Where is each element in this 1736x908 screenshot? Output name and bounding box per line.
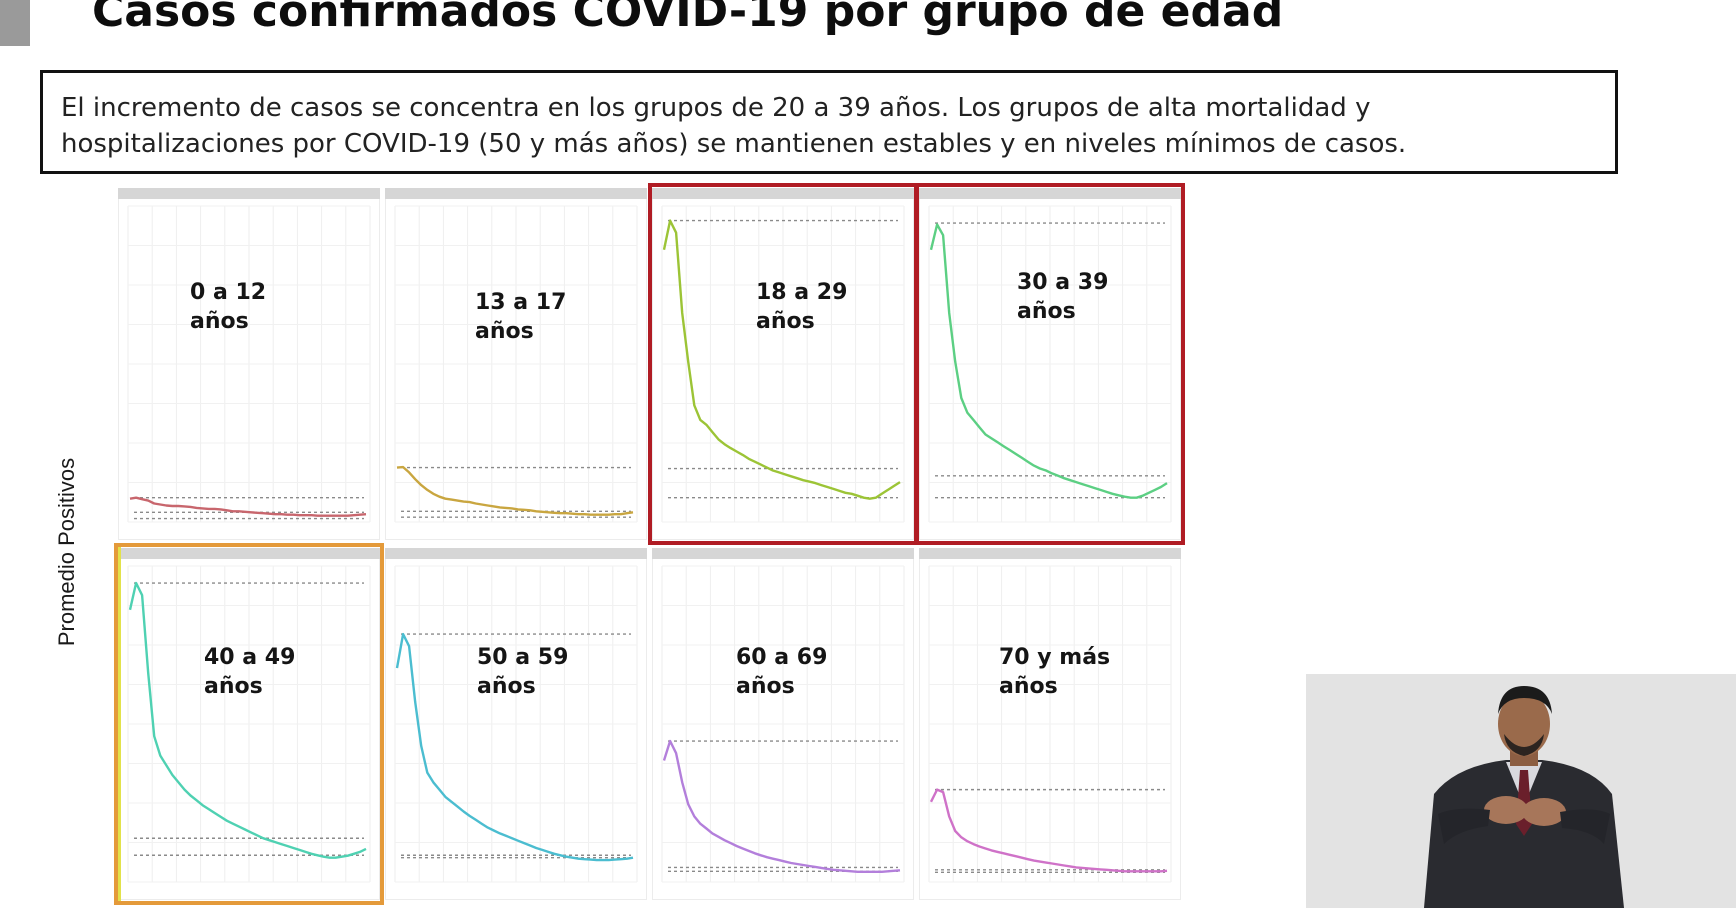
panel-label: 40 a 49 años	[204, 645, 296, 699]
panel-plot	[661, 205, 905, 523]
panel-plot	[394, 565, 638, 883]
panel-label: 50 a 59 años	[477, 645, 569, 699]
y-axis-label: Promedio Positivos	[54, 457, 79, 647]
series-line	[128, 581, 367, 859]
series-line	[396, 465, 634, 516]
series-line	[929, 788, 1168, 873]
chart-panel: 70 y más años	[919, 548, 1181, 900]
panel-label: 0 a 12 años	[190, 280, 267, 334]
series-line	[662, 219, 901, 500]
series-line	[929, 223, 1168, 499]
summary-box: El incremento de casos se concentra en l…	[40, 70, 1618, 174]
panel-label: 60 a 69 años	[736, 645, 828, 699]
panel-strip	[118, 548, 380, 559]
chart-panel: 30 a 39 años	[919, 188, 1181, 540]
panel-plot	[928, 565, 1172, 883]
interpreter-image	[1306, 674, 1736, 908]
panel-label: 30 a 39 años	[1017, 270, 1109, 324]
panel-strip	[652, 188, 914, 199]
panel-label: 70 y más años	[999, 645, 1111, 699]
chart-grid: 0 a 12 años 13 a 17 años 18 a 29 años 30 a …	[114, 183, 1190, 905]
sign-language-interpreter	[1306, 674, 1736, 908]
panel-strip	[385, 188, 647, 199]
panel-strip	[652, 548, 914, 559]
chart-panel: 18 a 29 años	[652, 188, 914, 540]
corner-block	[0, 0, 30, 46]
series-line	[662, 739, 901, 873]
panel-label: 18 a 29 años	[756, 280, 848, 334]
panel-plot	[127, 565, 371, 883]
chart-panel: 60 a 69 años	[652, 548, 914, 900]
chart-panel: 13 a 17 años	[385, 188, 647, 540]
panel-strip	[919, 188, 1181, 199]
page-title: Casos confirmados COVID-19 por grupo de …	[92, 0, 1284, 37]
summary-line-1: El incremento de casos se concentra en l…	[61, 93, 1371, 123]
panel-plot	[394, 205, 638, 523]
panel-plot	[661, 565, 905, 883]
panel-label: 13 a 17 años	[475, 290, 567, 344]
panel-strip	[919, 548, 1181, 559]
summary-line-2: hospitalizaciones por COVID-19 (50 y más…	[61, 129, 1407, 159]
chart-panel: 0 a 12 años	[118, 188, 380, 540]
series-line	[395, 632, 634, 862]
panel-plot	[928, 205, 1172, 523]
panel-strip	[385, 548, 647, 559]
series-line	[129, 496, 367, 517]
panel-plot	[127, 205, 371, 523]
chart-panel: 40 a 49 años	[118, 548, 380, 900]
panel-strip	[118, 188, 380, 199]
chart-panel: 50 a 59 años	[385, 548, 647, 900]
